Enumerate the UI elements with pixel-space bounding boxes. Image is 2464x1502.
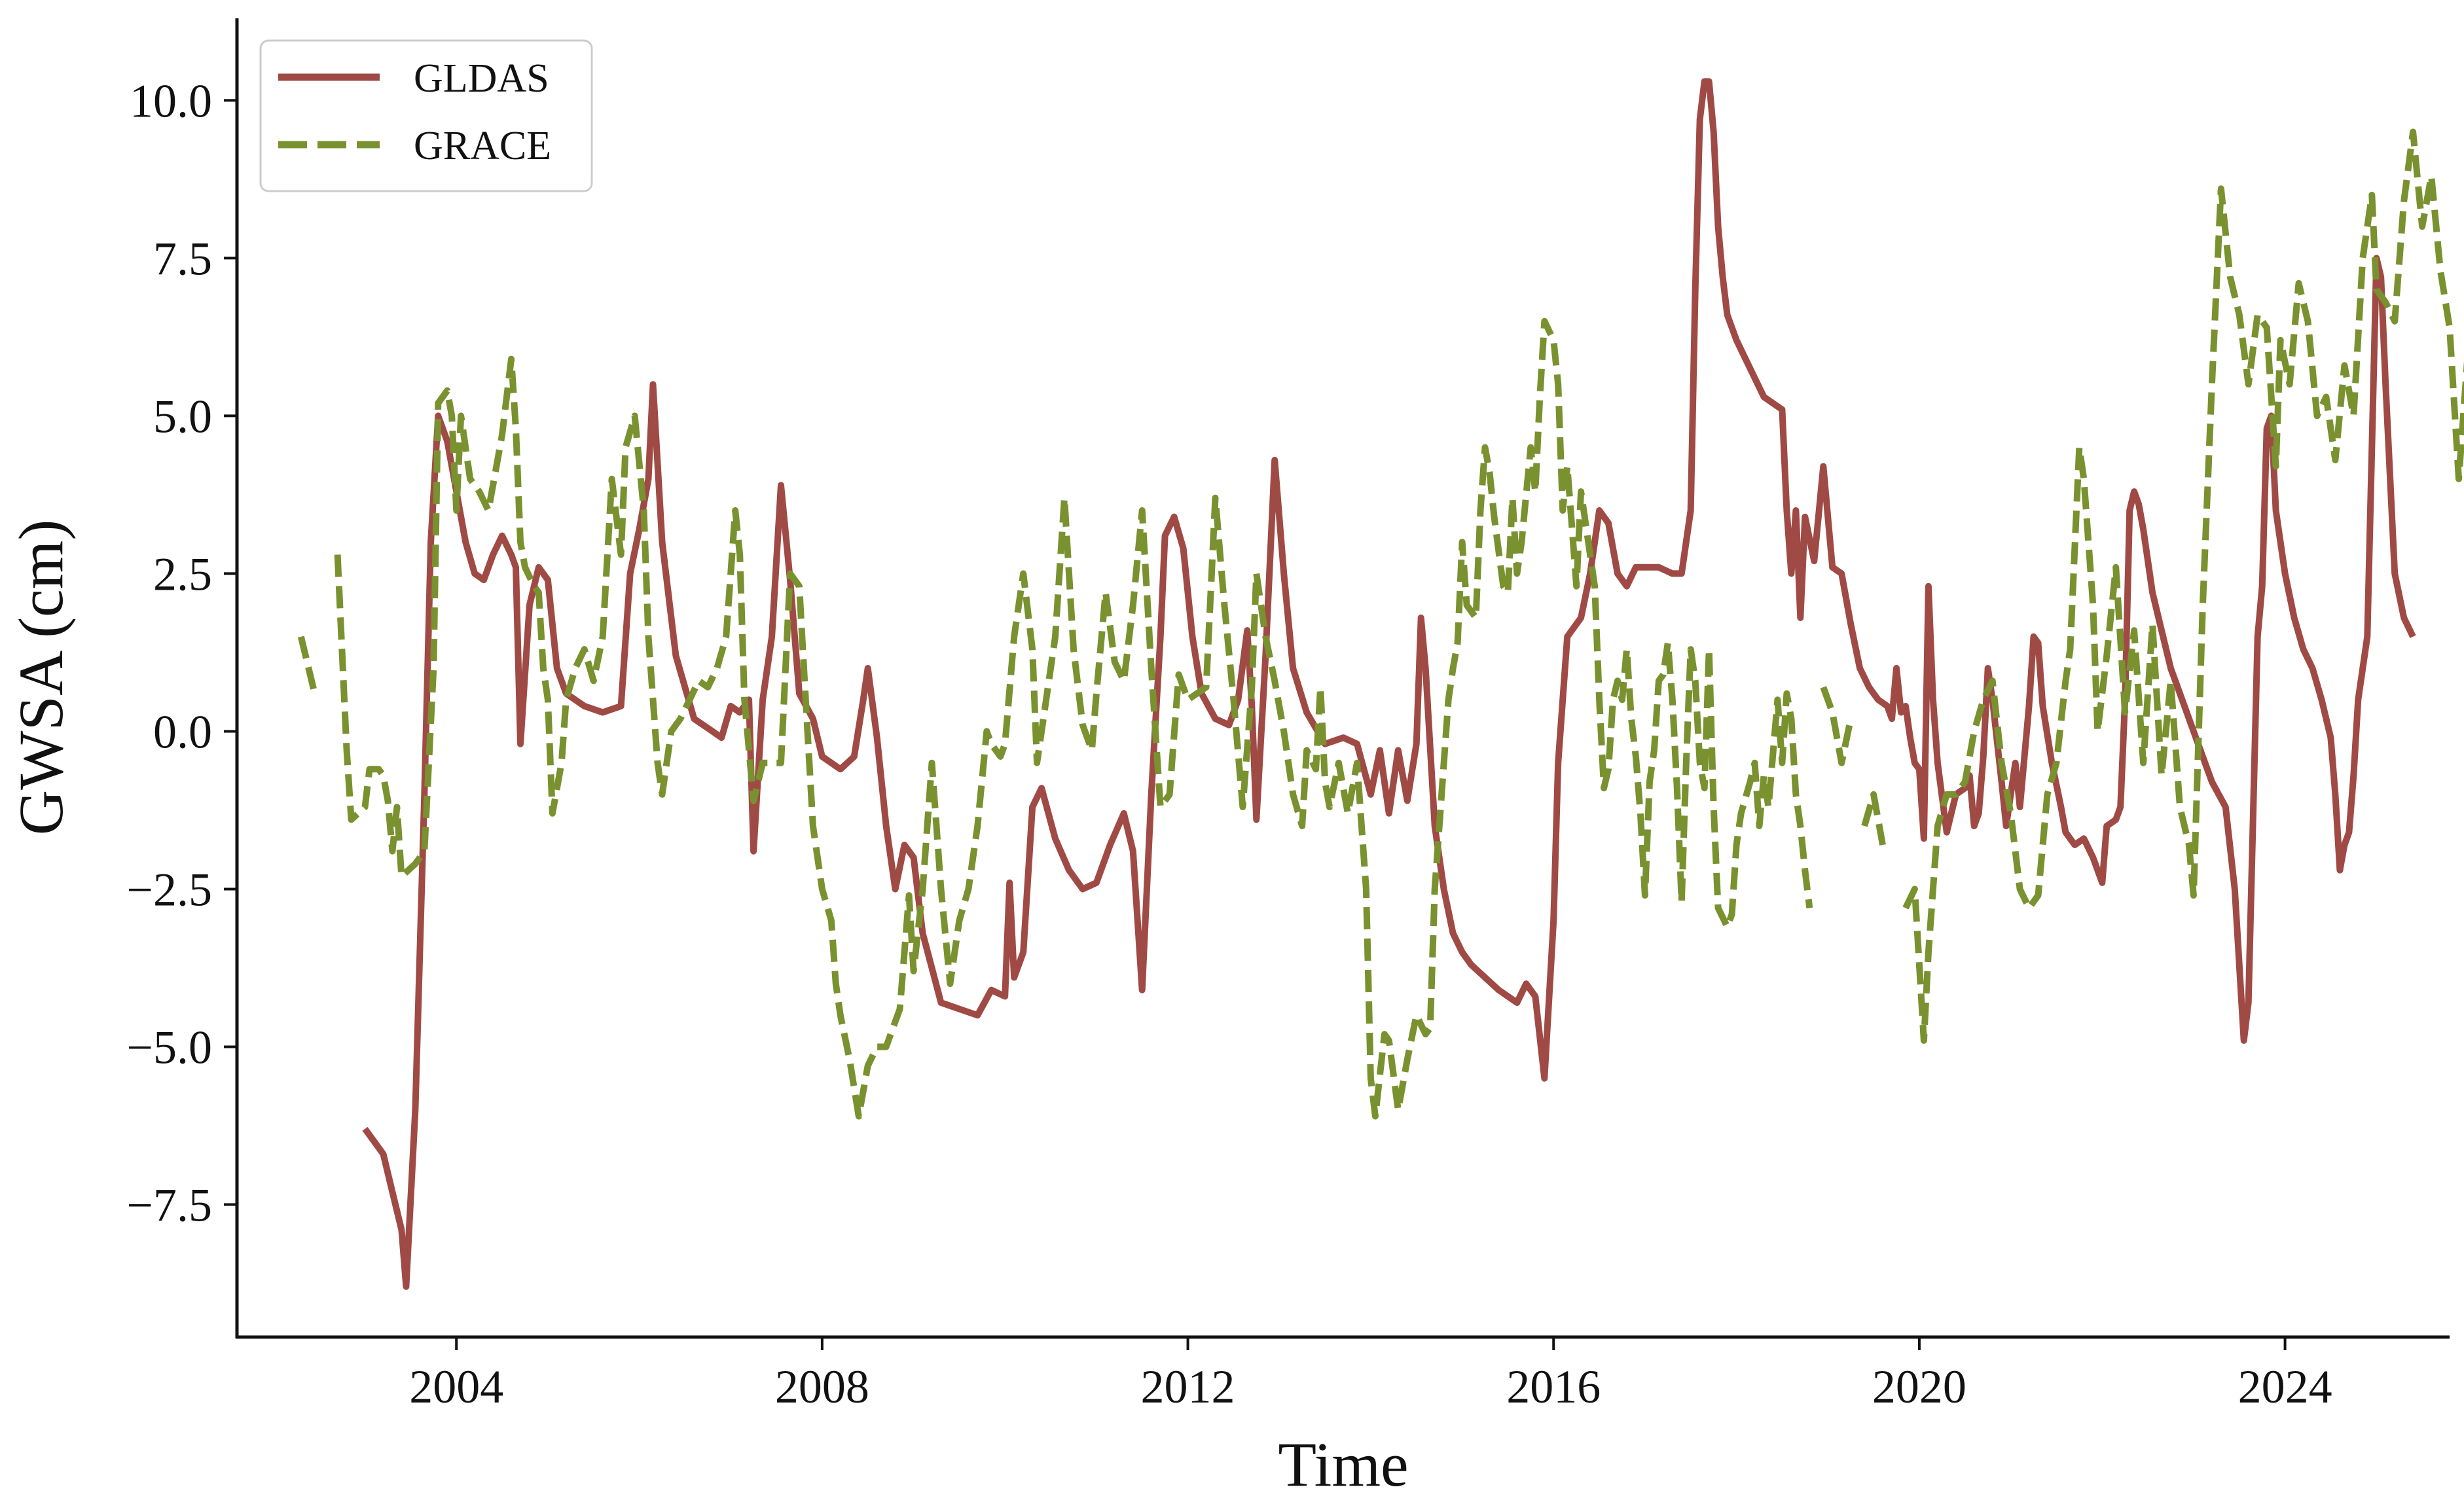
y-tick-label: 5.0 xyxy=(153,390,212,442)
y-tick-label: −5.0 xyxy=(126,1022,212,1074)
x-tick-label: 2008 xyxy=(775,1361,869,1413)
y-tick-label: 2.5 xyxy=(153,548,212,600)
axes xyxy=(235,18,2450,1339)
x-axis-title: Time xyxy=(1278,1429,1408,1499)
y-tick-label: 10.0 xyxy=(130,75,212,127)
y-tick-label: −2.5 xyxy=(126,863,212,916)
series-line-grace-4 xyxy=(1902,128,2464,1044)
series-line-grace-0 xyxy=(297,635,318,694)
x-tick-label: 2004 xyxy=(409,1361,503,1413)
x-tick-label: 2024 xyxy=(2238,1361,2332,1413)
legend-label-gldas: GLDAS xyxy=(414,56,549,101)
legend: GLDAS GRACE xyxy=(259,39,593,192)
x-tick-label: 2016 xyxy=(1506,1361,1601,1413)
series-line-grace-1 xyxy=(334,317,1813,1120)
y-tick-label: 0.0 xyxy=(153,706,212,758)
y-tick-label: −7.5 xyxy=(126,1179,212,1232)
x-tick-label: 2012 xyxy=(1141,1361,1235,1413)
series-line-grace-3 xyxy=(1861,791,1886,846)
y-axis-title: GWSA (cm) xyxy=(6,520,76,836)
y-tick-label: 7.5 xyxy=(153,232,212,285)
series-line-grace-2 xyxy=(1820,686,1855,766)
x-tick-label: 2020 xyxy=(1872,1361,1966,1413)
legend-label-grace: GRACE xyxy=(414,124,551,168)
series-line-gldas-0 xyxy=(362,78,2416,1290)
ticks: 2004 2008 2012 2016 2020 2024 10.0 7.5 5.0 2.5 0.0… xyxy=(126,75,2332,1413)
plot-lines xyxy=(297,78,2464,1290)
